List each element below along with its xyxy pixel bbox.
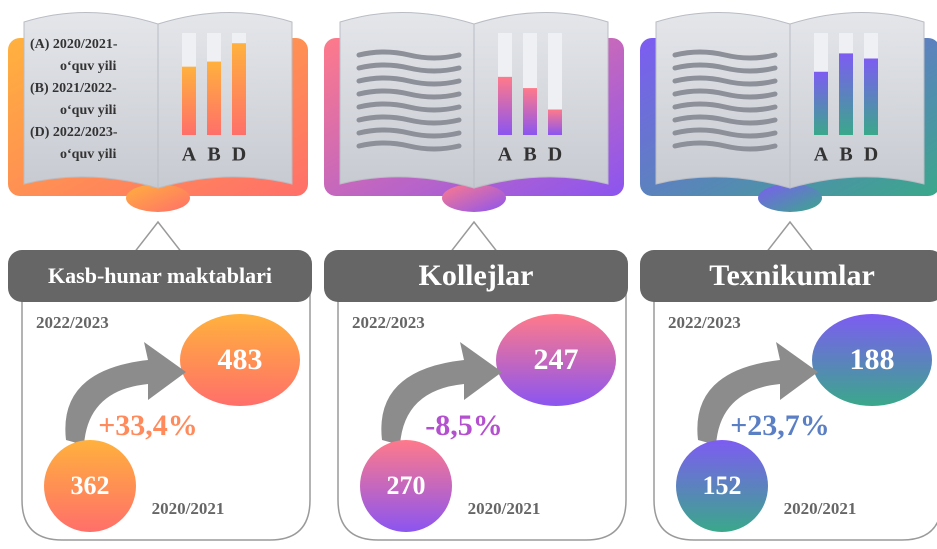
bar-label: B (207, 144, 220, 166)
infographic: (A) 2020/2021- o‘quv yili (B) 2021/2022- o‘… (0, 0, 937, 549)
bar-label: A (182, 144, 197, 166)
book-right-page (158, 12, 292, 188)
bar (548, 110, 562, 136)
bar-label: D (232, 144, 246, 166)
panel-title: Kollejlar (324, 250, 628, 302)
bar-label: B (839, 144, 852, 166)
bar (839, 53, 853, 135)
legend-text: o‘quv yili (60, 103, 117, 118)
change: +23,7% (730, 409, 830, 442)
legend-text: o‘quv yili (60, 59, 117, 74)
panel-title: Kasb-hunar maktablari (8, 250, 312, 302)
value-top: 247 (534, 343, 579, 376)
legend-text: (A) 2020/2021- (30, 37, 118, 52)
change: +33,4% (98, 409, 198, 442)
legend-text: o‘quv yili (60, 147, 117, 162)
change: -8,5% (425, 409, 503, 442)
bar-label: B (523, 144, 536, 166)
book-left-page (656, 12, 790, 188)
year-top: 2022/2023 (36, 313, 109, 332)
book-right-page (474, 12, 608, 188)
year-top: 2022/2023 (352, 313, 425, 332)
bar (498, 77, 512, 135)
bar (182, 67, 196, 135)
book-left-page (340, 12, 474, 188)
bar (232, 43, 246, 135)
year-top: 2022/2023 (668, 313, 741, 332)
legend-text: (B) 2021/2022- (30, 81, 117, 96)
value-top: 483 (218, 343, 263, 376)
value-bottom: 152 (703, 471, 742, 500)
legend-text: (D) 2022/2023- (30, 125, 118, 140)
year-bottom: 2020/2021 (152, 499, 225, 518)
bar (864, 59, 878, 136)
value-bottom: 270 (387, 471, 426, 500)
value-top: 188 (850, 343, 895, 376)
year-bottom: 2020/2021 (468, 499, 541, 518)
year-bottom: 2020/2021 (784, 499, 857, 518)
bar (523, 88, 537, 135)
bar-label: D (864, 144, 878, 166)
bar (207, 62, 221, 135)
bar-label: A (498, 144, 513, 166)
book-right-page (790, 12, 924, 188)
bar-label: D (548, 144, 562, 166)
bar-label: A (814, 144, 829, 166)
panel-title: Texnikumlar (640, 250, 937, 302)
value-bottom: 362 (71, 471, 110, 500)
bar (814, 72, 828, 135)
